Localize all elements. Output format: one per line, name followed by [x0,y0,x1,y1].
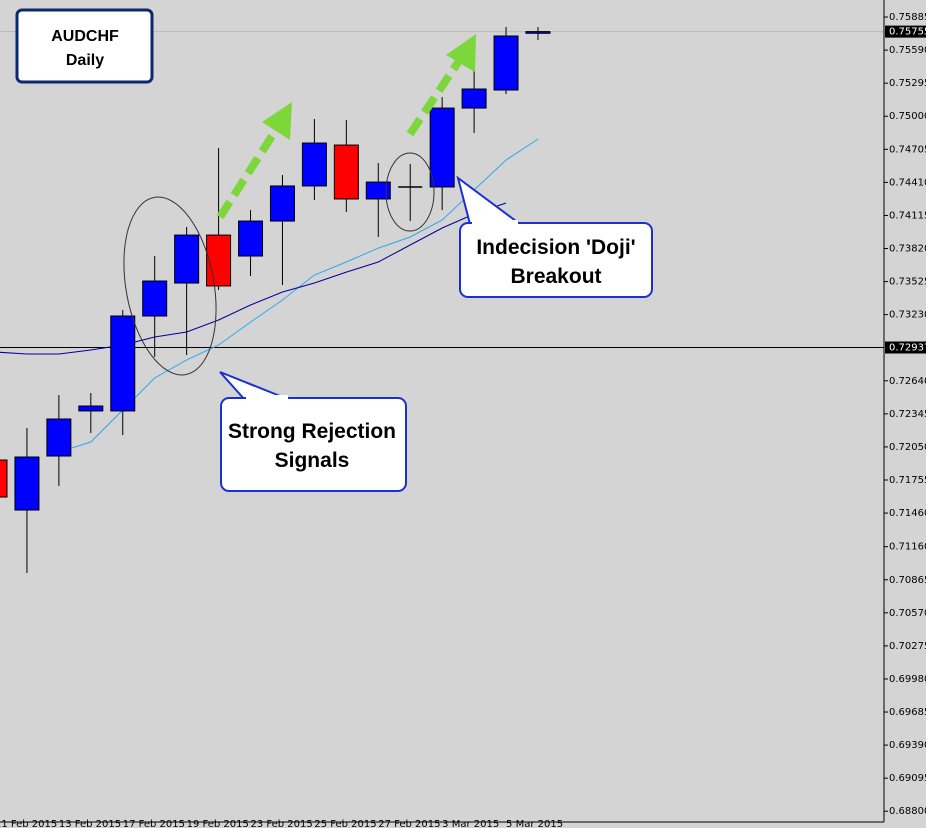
candle-body [174,234,200,284]
candle-body [206,234,232,287]
arrow-head [262,102,292,140]
callout-pointer [219,371,291,401]
candle-body [461,88,487,109]
callout [459,222,653,298]
x-tick-label: 13 Feb 2015 [59,819,121,828]
y-tick-label: 0.75295 [889,78,926,89]
candle-body [333,144,359,200]
x-tick-label: 5 Mar 2015 [506,819,563,828]
callout-text: Signals [275,449,350,472]
x-tick-label: 11 Feb 2015 [0,819,57,828]
candle-body [110,315,136,412]
x-tick-label: 17 Feb 2015 [123,819,185,828]
y-tick-label: 0.74705 [889,144,926,155]
x-tick-label: 25 Feb 2015 [314,819,376,828]
candle-body [365,181,391,200]
arrow [216,122,283,220]
y-tick-label: 0.72345 [889,409,926,420]
x-tick-label: 3 Mar 2015 [442,819,499,828]
arrow [406,52,467,137]
callout-pointer [456,175,521,225]
y-tick-label: 0.70865 [889,575,926,586]
plot-area [0,27,884,574]
callout-join [246,395,288,401]
overlays: AUDCHF Daily Indecision 'Doji' Breakout … [15,8,653,492]
callout [220,397,407,492]
symbol: AUDCHF [51,28,119,45]
y-tick-label: 0.69685 [889,707,926,718]
symbol-box [15,8,154,84]
candle-body [269,185,295,222]
candle-body [46,418,72,457]
y-tick-label: 0.71755 [889,475,926,486]
moving-average [0,202,507,355]
y-tick-label: 0.75885 [889,12,926,23]
candle-body [0,459,8,498]
candle-body [493,35,519,91]
x-tick-label: 23 Feb 2015 [251,819,313,828]
price-label-bg [885,25,926,38]
price-label: 0.75755 [889,27,926,38]
callout-text: Strong Rejection [228,420,396,443]
candle-body [238,220,264,257]
ellipse [385,152,435,232]
price-label: 0.72937 [889,342,926,353]
callout-text: Indecision 'Doji' [476,236,635,259]
y-tick-label: 0.69095 [889,773,926,784]
candle-body [78,405,104,412]
timeframe: Daily [66,52,104,69]
candle-body [525,31,551,34]
callout-join [472,220,518,226]
x-tick-label: 27 Feb 2015 [378,819,440,828]
callout-text: Breakout [510,265,601,288]
y-tick-label: 0.74115 [889,210,926,221]
candle-body [429,107,455,188]
y-tick-label: 0.73525 [889,277,926,288]
ellipse [123,196,217,376]
x-tick-label: 19 Feb 2015 [187,819,249,828]
arrow-head [446,34,476,72]
candle-body [301,142,327,187]
candle-body [14,456,40,511]
candle-body [142,280,168,317]
price-label-bg [885,341,926,354]
y-tick-label: 0.70275 [889,641,926,652]
